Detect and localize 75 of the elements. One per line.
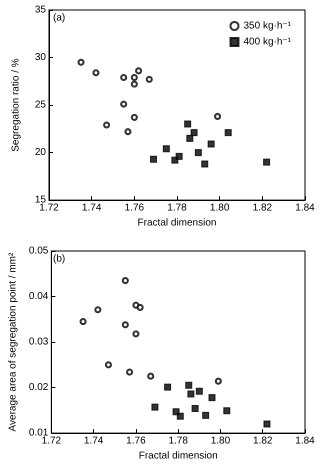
point bbox=[104, 361, 112, 368]
point bbox=[130, 80, 138, 88]
x-tick-label: 1.78 bbox=[168, 436, 188, 447]
point bbox=[190, 129, 198, 136]
point bbox=[186, 134, 194, 142]
x-tick-label: 1.74 bbox=[82, 202, 102, 214]
point bbox=[202, 412, 210, 419]
point bbox=[135, 67, 142, 74]
y-axis-title: Average area of segregation point / mm² bbox=[8, 252, 18, 432]
x-tick-label: 1.84 bbox=[295, 436, 316, 447]
point bbox=[94, 306, 102, 314]
annotation: (b) bbox=[53, 254, 66, 264]
point bbox=[192, 405, 199, 412]
point bbox=[151, 404, 158, 411]
point bbox=[223, 407, 230, 414]
point bbox=[147, 372, 154, 380]
y-tick-label: 25 bbox=[34, 100, 46, 111]
y-tick-label: 0.05 bbox=[28, 246, 49, 256]
point bbox=[224, 129, 232, 136]
x-tick-label: 1.74 bbox=[84, 436, 104, 447]
point bbox=[194, 149, 202, 156]
point bbox=[201, 160, 208, 168]
point bbox=[263, 420, 270, 428]
x-axis-title: Fractal dimension bbox=[138, 218, 216, 228]
point bbox=[208, 394, 216, 402]
point bbox=[126, 368, 134, 376]
point bbox=[80, 318, 87, 326]
y-axis-title: Segregation ratio / % bbox=[10, 58, 22, 152]
x-axis-title: Fractal dimension bbox=[138, 450, 218, 462]
point bbox=[208, 140, 215, 148]
x-tick-label: 1.82 bbox=[252, 436, 273, 447]
annotation: (a) bbox=[53, 12, 66, 24]
point bbox=[146, 76, 153, 83]
y-tick-label: 0.04 bbox=[28, 291, 49, 302]
point bbox=[136, 304, 144, 311]
y-tick-label: 35 bbox=[34, 4, 46, 16]
point bbox=[122, 277, 129, 284]
point bbox=[150, 156, 158, 163]
x-tick-label: 1.82 bbox=[252, 202, 272, 214]
point bbox=[176, 412, 184, 420]
point bbox=[130, 114, 138, 121]
point bbox=[130, 74, 138, 81]
point bbox=[92, 69, 100, 76]
point bbox=[263, 158, 270, 166]
x-tick-label: 1.76 bbox=[124, 202, 144, 214]
y-tick-label: 0.02 bbox=[28, 382, 49, 394]
point bbox=[124, 128, 132, 136]
point bbox=[196, 388, 203, 395]
x-tick-label: 1.72 bbox=[42, 436, 62, 447]
y-tick-label: 0.03 bbox=[28, 336, 49, 348]
x-tick-label: 1.72 bbox=[39, 202, 60, 214]
point bbox=[172, 408, 180, 416]
point bbox=[187, 390, 194, 398]
point bbox=[184, 120, 192, 128]
x-tick-label: 1.80 bbox=[210, 202, 230, 214]
point bbox=[132, 330, 140, 338]
point bbox=[162, 145, 170, 152]
point bbox=[78, 58, 84, 66]
y-tick-label: 30 bbox=[34, 52, 46, 64]
legend-label: 350 kg·h⁻¹ bbox=[243, 20, 292, 32]
point bbox=[103, 122, 110, 129]
point bbox=[214, 378, 222, 385]
y-tick-label: 20 bbox=[34, 147, 46, 158]
point bbox=[164, 384, 172, 391]
point bbox=[120, 100, 128, 108]
point bbox=[185, 382, 192, 389]
x-tick-label: 1.80 bbox=[210, 436, 231, 447]
point bbox=[171, 156, 178, 164]
x-tick-label: 1.78 bbox=[167, 202, 188, 214]
x-tick-label: 1.84 bbox=[295, 202, 316, 214]
legend-label: 400 kg·h⁻¹ bbox=[243, 36, 292, 48]
x-tick-label: 1.76 bbox=[126, 436, 146, 447]
point bbox=[122, 321, 129, 328]
point bbox=[120, 74, 128, 81]
point bbox=[214, 112, 222, 120]
